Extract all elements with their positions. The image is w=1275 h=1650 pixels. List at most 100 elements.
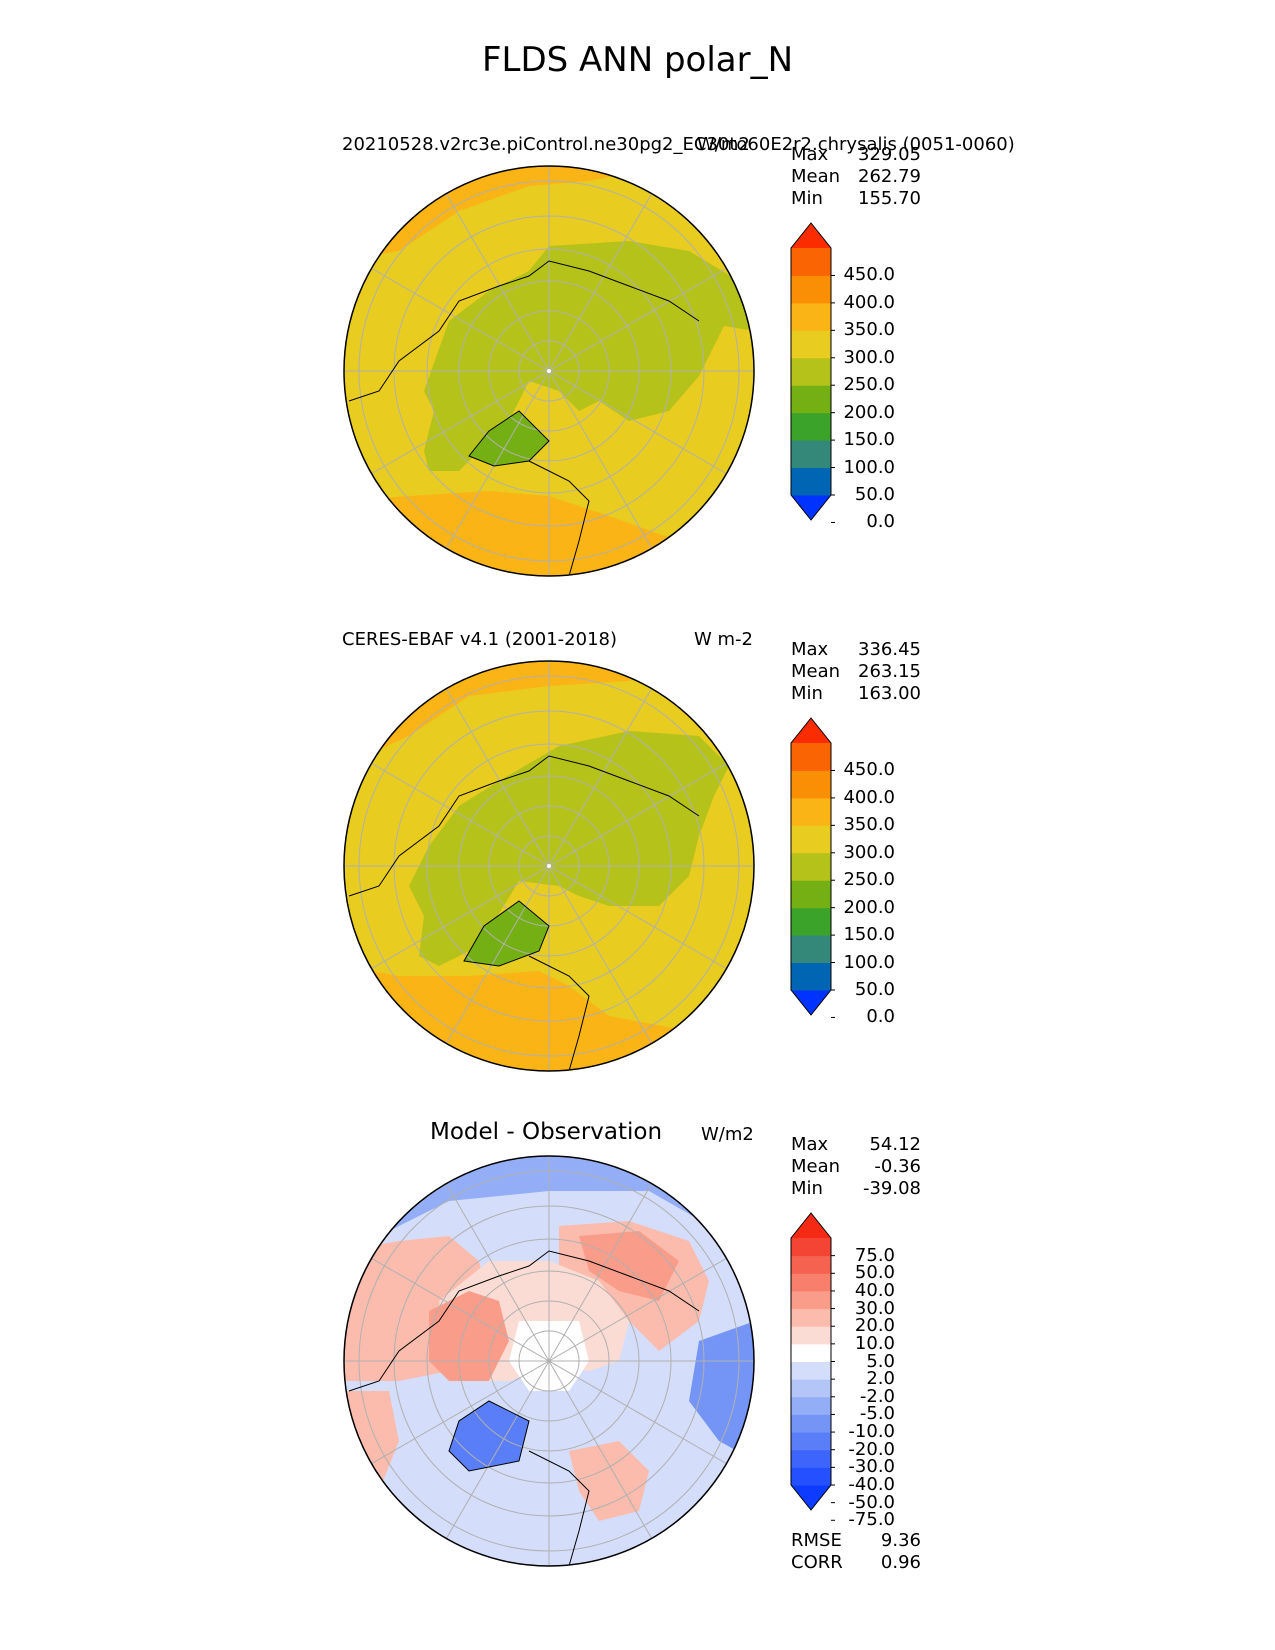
corr-label: CORR (791, 1552, 843, 1573)
panel3-min-label: Min (791, 1178, 823, 1199)
panel2-min-label: Min (791, 683, 823, 704)
panel1-colorbar-tick-label: 200.0 (843, 401, 895, 423)
panel3-colorbar-segment (791, 1273, 831, 1292)
panel2-units: W m-2 (694, 629, 754, 650)
panel1-colorbar-segment (791, 385, 831, 414)
panel1-coastline-america (528, 460, 590, 576)
panel1-left-title: 20210528.v2rc3e.piControl.ne30pg2_EC30to… (342, 134, 1015, 155)
panel1-colorbar-tick-label: 250.0 (843, 374, 895, 396)
panel3-colorbar-tick-label: 2.0 (866, 1368, 895, 1390)
panel1-colorbar-segment (791, 248, 831, 276)
panel3-colorbar-segment (791, 1379, 831, 1398)
panel2-colorbar-labels: 450.0 400.0 350.0 300.0 250.0 200.0 150.0 100.0… (835, 718, 895, 1027)
panel1-colorbar-tick-label: 400.0 (843, 291, 895, 313)
panel1-colorbar (790, 222, 835, 523)
panel3-colorbar-tick-label: 50.0 (854, 1262, 895, 1284)
panel3-stats: Max 54.12 Mean -0.36 Min -39.08 (791, 1134, 921, 1200)
panel1-colorbar-segment (791, 412, 831, 441)
panel2-colorbar-segment (791, 797, 831, 826)
panel1-mean-value: 262.79 (858, 166, 921, 187)
panel2-stats: Max 336.45 Mean 263.15 Min 163.00 (791, 639, 921, 705)
panel3-mean-label: Mean (791, 1156, 841, 1177)
panel3-colorbar-segment (791, 1432, 831, 1451)
panel3-colorbar-tick-label: 20.0 (854, 1315, 895, 1337)
panel2-coastline-greenland (463, 900, 550, 967)
panel3-colorbar-tick-label: 30.0 (854, 1297, 895, 1319)
panel3-colorbar-tick-label: -75.0 (848, 1509, 895, 1531)
panel2-colorbar-tick-label: 300.0 (843, 841, 895, 863)
panel1-colorbar-tick-label: 350.0 (843, 319, 895, 341)
panel2-colorbar-segment (791, 770, 831, 799)
panel2-colorbar-segment (791, 935, 831, 964)
panel2-colorbar-segment (791, 880, 831, 909)
panel1-max-value: 329.05 (858, 144, 921, 165)
panel3-colorbar-labels: 75.0 50.0 40.0 30.0 20.0 10.0 5.0 2.0 -2.0 -5.0 -1… (835, 1213, 895, 1531)
corr-value: 0.96 (880, 1552, 921, 1573)
panel3-colorbar-tick-label: 10.0 (854, 1332, 895, 1354)
panel1-colorbar-extend-max (791, 223, 831, 248)
panel1-coastline-greenland (468, 410, 550, 467)
panel3-mean-value: -0.36 (874, 1156, 921, 1177)
panel3-colorbar-segment (791, 1467, 831, 1486)
panel1-colorbar-tick-label: 450.0 (843, 264, 895, 286)
panel2-min-value: 163.00 (858, 683, 921, 704)
panel3-red-south (569, 1441, 649, 1521)
panel2-colorbar-extend-min (791, 990, 831, 1015)
panel2-max-label: Max (791, 639, 829, 660)
panel3-colorbar-tick-label: -5.0 (859, 1403, 895, 1425)
panel3-center-title: Model - Observation (430, 1119, 663, 1145)
panel2-colorbar-tick-label: 200.0 (843, 896, 895, 918)
panel3-colorbar-extend-min (791, 1485, 831, 1510)
panel2-left-title: CERES-EBAF v4.1 (2001-2018) (342, 629, 618, 650)
panel3-colorbar-segment (791, 1255, 831, 1274)
panel2-coastline-america (528, 955, 590, 1071)
panel3-colorbar-segment (791, 1414, 831, 1433)
panel3-colorbar-segment (791, 1308, 831, 1327)
panel3-strongred-east (579, 1231, 679, 1301)
panel1-colorbar-tick-label: 300.0 (843, 346, 895, 368)
panel1-max-label: Max (791, 144, 829, 165)
panel3-colorbar-segment (791, 1396, 831, 1415)
panel1-colorbar-segment (791, 357, 831, 386)
panel1-colorbar-tick-label: 100.0 (843, 456, 895, 478)
panel3-colorbar-segment (791, 1238, 831, 1257)
panel1-units: W/m2 (697, 134, 750, 155)
panel2-darkgreen-greenland (464, 901, 549, 966)
panel1-colorbar-tick-label: 50.0 (854, 484, 895, 505)
panel1-colorbar-segment (791, 275, 831, 304)
panel3-coastline-america (528, 1450, 590, 1566)
rmse-value: 9.36 (880, 1530, 921, 1551)
panel1-colorbar-labels: 450.0 400.0 350.0 300.0 250.0 200.0 150.0 100.0… (835, 223, 895, 532)
panel2-colorbar-segment (791, 852, 831, 881)
panel2-mean-value: 263.15 (858, 661, 921, 682)
panel1-colorbar-segment (791, 467, 831, 496)
panel2-colorbar-tick-label: 100.0 (843, 951, 895, 973)
panel3-colorbar-segment (791, 1449, 831, 1468)
panel3-colorbar-tick-label: -20.0 (848, 1438, 895, 1460)
panel2-max-value: 336.45 (858, 639, 921, 660)
panel2-colorbar-tick-label: 350.0 (843, 814, 895, 836)
panel2-colorbar-segment (791, 907, 831, 936)
panel1-colorbar-segment (791, 440, 831, 469)
panel2-colorbar-tick-label: 400.0 (843, 786, 895, 808)
panel3-coastline-eurasia (348, 1250, 700, 1392)
panel1-colorbar-extend-min (791, 495, 831, 520)
panel2-colorbar-tick-label: 50.0 (854, 979, 895, 1000)
panel1-colorbar-tick-label: 0.0 (866, 511, 895, 533)
panel3-units: W/m2 (701, 1124, 754, 1145)
panel1-colorbar-segment (791, 302, 831, 331)
panel3-blue-north (344, 1156, 754, 1281)
panel2-colorbar-segment (791, 962, 831, 991)
panel2-polar-map (343, 660, 755, 1072)
panel1-colorbar-segment (791, 330, 831, 359)
panel2-colorbar-tick-label: 150.0 (843, 924, 895, 946)
panel3-max-label: Max (791, 1134, 829, 1155)
panel3-colorbar-tick-label: 5.0 (866, 1350, 895, 1372)
panel1-min-value: 155.70 (858, 188, 921, 209)
panel2-colorbar-tick-label: 450.0 (843, 759, 895, 781)
panel3-colorbar-extend-max (791, 1213, 831, 1238)
panel2-colorbar-tick-label: 0.0 (866, 1006, 895, 1028)
panel1-mean-label: Mean (791, 166, 841, 187)
panel3-colorbar-segment (791, 1343, 831, 1362)
panel3-colorbar-tick-label: -50.0 (848, 1491, 895, 1513)
